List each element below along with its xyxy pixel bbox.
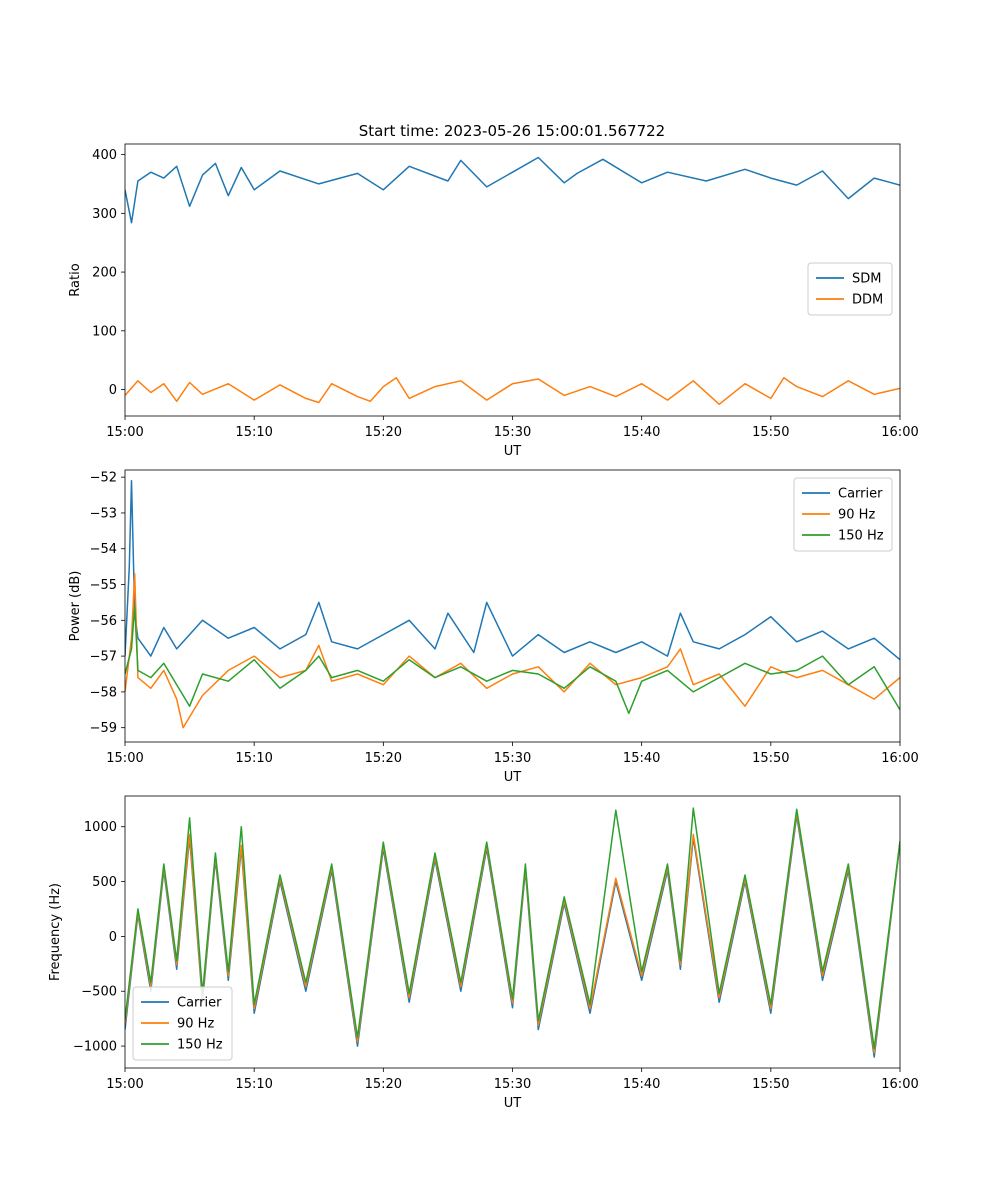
x-axis-label: UT <box>504 770 522 785</box>
series-line-150-hz <box>125 605 900 715</box>
legend-label: DDM <box>852 293 883 308</box>
x-tick-label: 15:20 <box>365 751 402 766</box>
figure-title: Start time: 2023-05-26 15:00:01.567722 <box>359 122 665 140</box>
x-tick-label: 15:30 <box>494 1077 531 1092</box>
y-tick-label: −1000 <box>73 1040 117 1055</box>
x-tick-label: 15:00 <box>106 425 143 440</box>
y-tick-label: −57 <box>90 650 117 665</box>
x-tick-label: 15:30 <box>494 425 531 440</box>
x-tick-label: 15:20 <box>365 1077 402 1092</box>
x-tick-label: 15:00 <box>106 751 143 766</box>
x-tick-label: 15:00 <box>106 1077 143 1092</box>
series-line-carrier <box>125 479 900 661</box>
x-tick-label: 15:40 <box>623 1077 660 1092</box>
x-tick-label: 15:20 <box>365 425 402 440</box>
legend-label: 90 Hz <box>177 1017 214 1032</box>
x-tick-label: 15:40 <box>623 751 660 766</box>
y-axis-label: Ratio <box>68 263 83 296</box>
series-group <box>125 807 900 1058</box>
series-group <box>125 479 900 729</box>
legend-label: Carrier <box>177 996 222 1011</box>
axes-frame <box>124 143 901 417</box>
axes-frame <box>124 469 901 743</box>
y-tick-label: −59 <box>90 721 117 736</box>
legend-label: 150 Hz <box>838 529 884 544</box>
y-tick-label: 500 <box>92 875 117 890</box>
x-tick-label: 15:50 <box>752 1077 789 1092</box>
x-tick-label: 15:10 <box>235 751 272 766</box>
series-line-90-hz <box>125 811 900 1054</box>
x-tick-label: 15:40 <box>623 425 660 440</box>
series-line-sdm <box>125 156 900 224</box>
x-tick-label: 15:50 <box>752 751 789 766</box>
series-line-150-hz <box>125 807 900 1050</box>
y-tick-label: 200 <box>92 266 117 281</box>
legend-label: SDM <box>852 272 881 287</box>
y-tick-label: −500 <box>81 985 117 1000</box>
y-axis-label: Frequency (Hz) <box>48 883 63 981</box>
x-tick-label: 16:00 <box>881 425 918 440</box>
y-tick-label: −54 <box>90 542 117 557</box>
legend-label: 150 Hz <box>177 1038 223 1053</box>
x-tick-label: 15:10 <box>235 1077 272 1092</box>
x-tick-label: 15:50 <box>752 425 789 440</box>
x-axis-label: UT <box>504 444 522 459</box>
y-axis-label: Power (dB) <box>68 571 83 642</box>
plots-container: 15:00 15:10 15:20 15:30 15:40 15:50 16:00 0 100 2… <box>48 143 919 1111</box>
axes-frame <box>124 795 901 1069</box>
panel-2: 15:00 15:10 15:20 15:30 15:40 15:50 16:00 −52 −5… <box>68 469 919 785</box>
y-tick-label: 400 <box>92 148 117 163</box>
legend: Carrier 90 Hz 150 Hz <box>793 477 893 552</box>
y-tick-label: −55 <box>90 578 117 593</box>
y-tick-label: 0 <box>109 383 117 398</box>
x-tick-label: 16:00 <box>881 1077 918 1092</box>
series-group <box>125 156 900 406</box>
legend: Carrier 90 Hz 150 Hz <box>132 986 233 1061</box>
y-tick-label: 100 <box>92 324 117 339</box>
y-tick-label: −53 <box>90 506 117 521</box>
legend-box <box>132 986 233 1061</box>
y-tick-label: −56 <box>90 614 117 629</box>
x-tick-label: 15:10 <box>235 425 272 440</box>
legend: SDM DDM <box>807 262 893 316</box>
y-tick-label: −52 <box>90 471 117 486</box>
y-tick-label: 1000 <box>84 820 117 835</box>
x-tick-label: 15:30 <box>494 751 531 766</box>
panel-3: 15:00 15:10 15:20 15:30 15:40 15:50 16:00 1000 5… <box>48 795 919 1111</box>
legend-label: Carrier <box>838 487 883 502</box>
panel-1: 15:00 15:10 15:20 15:30 15:40 15:50 16:00 0 100 2… <box>68 143 919 459</box>
x-tick-label: 16:00 <box>881 751 918 766</box>
legend-label: 90 Hz <box>838 508 875 523</box>
y-tick-label: −58 <box>90 685 117 700</box>
y-tick-label: 0 <box>109 930 117 945</box>
y-tick-label: 300 <box>92 207 117 222</box>
series-line-ddm <box>125 377 900 406</box>
legend-box <box>807 262 893 316</box>
x-axis-label: UT <box>504 1096 522 1111</box>
series-line-90-hz <box>125 573 900 729</box>
legend-box <box>793 477 893 552</box>
